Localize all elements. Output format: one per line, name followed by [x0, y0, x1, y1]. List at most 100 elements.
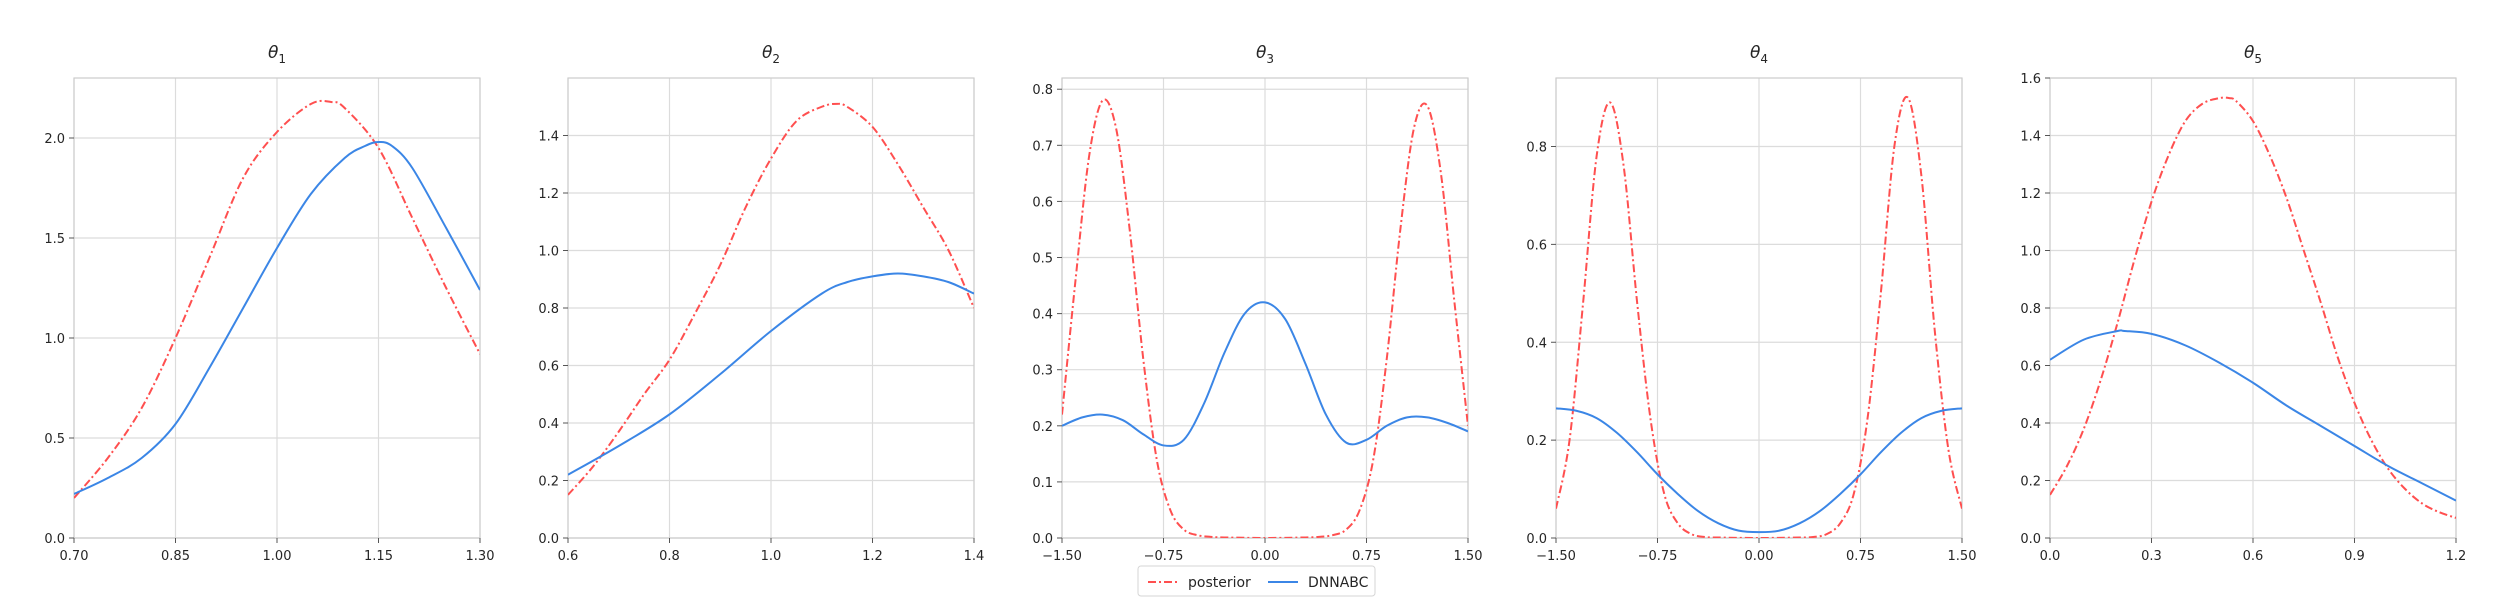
panel-2: 0.6 0.8 1.0 1.2 1.4 0.0 0.2 0.4 0.6 0.8 1.0 1.2 1.4 θ… [538, 43, 984, 564]
x-tick-label: 0.6 [2243, 549, 2264, 564]
y-tick-label: 0.0 [1526, 532, 1547, 547]
y-tick-label: 0.3 [1032, 364, 1053, 379]
x-tick-label: 0.6 [558, 549, 579, 564]
series-line-posterior [74, 99, 480, 499]
x-tick-label: 0.9 [2344, 549, 2365, 564]
x-tick-label: 0.00 [1745, 549, 1774, 564]
x-tick-label: 0.85 [161, 549, 190, 564]
y-tick-label: 0.0 [2020, 532, 2041, 547]
series-line-dnnabc [568, 272, 974, 476]
x-tick-label: 1.0 [761, 549, 782, 564]
y-tick-label: 0.4 [1032, 308, 1053, 323]
series-line-dnnabc [74, 140, 480, 495]
legend-label-posterior: posterior [1188, 575, 1251, 591]
x-tick-label: −0.75 [1638, 549, 1678, 564]
y-tick-label: 0.0 [538, 532, 559, 547]
y-tick-label: 0.4 [1526, 336, 1547, 351]
y-tick-label: 0.2 [1526, 434, 1547, 449]
series-line-posterior [568, 102, 974, 496]
panel-title-subscript: 1 [278, 52, 286, 66]
panel-title-subscript: 5 [2254, 52, 2262, 66]
y-tick-label: 0.8 [538, 302, 559, 317]
panel-title: θ5 [2244, 43, 2262, 66]
x-tick-label: 1.4 [964, 549, 985, 564]
panel-title-symbol: θ [762, 43, 773, 63]
y-tick-label: 0.6 [1032, 195, 1053, 210]
x-tick-label: 0.3 [2141, 549, 2162, 564]
x-tick-label: 0.0 [2040, 549, 2061, 564]
panel-title-symbol: θ [1256, 43, 1267, 63]
x-tick-label: −0.75 [1144, 549, 1184, 564]
grid [73, 78, 481, 539]
y-tick-label: 1.4 [538, 130, 559, 145]
panel-1: 0.70 0.85 1.00 1.15 1.30 0.0 0.5 1.0 1.5 2.0 θ1 [44, 43, 494, 564]
y-tick-label: 1.6 [2020, 72, 2041, 87]
x-tick-label: 1.30 [466, 549, 495, 564]
y-tick-label: 0.8 [1526, 141, 1547, 156]
y-tick-label: 0.5 [1032, 252, 1053, 267]
y-tick-label: 1.5 [44, 232, 65, 247]
panel-3: −1.50 −0.75 0.00 0.75 1.50 0.0 0.1 0.2 0.3 0.4 0.5… [1032, 43, 1482, 564]
panel-title-symbol: θ [2244, 43, 2255, 63]
x-tick-label: −1.50 [1536, 549, 1576, 564]
series-line-dnnabc [2050, 329, 2456, 502]
panel-title: θ3 [1256, 43, 1274, 66]
panel-title-symbol: θ [268, 43, 279, 63]
legend-frame [1137, 565, 1376, 597]
x-tick-label: 0.75 [1352, 549, 1381, 564]
panels: 0.70 0.85 1.00 1.15 1.300.00.51.01.52.0θ10.6… [44, 43, 2466, 564]
legend: posterior DNNABC [1137, 565, 1376, 597]
x-tick-label: 0.00 [1251, 549, 1280, 564]
y-tick-label: 1.0 [2020, 245, 2041, 260]
y-tick-label: 1.2 [2020, 187, 2041, 202]
series-line-posterior [1556, 95, 1962, 538]
grid [1555, 78, 1963, 539]
y-tick-label: 0.0 [1032, 532, 1053, 547]
series-line-dnnabc [1062, 301, 1468, 447]
panel-4: −1.50 −0.75 0.00 0.75 1.50 0.0 0.2 0.4 0.6 0.8 θ4 [1526, 43, 1976, 564]
x-tick-label: 1.50 [1948, 549, 1977, 564]
y-tick-label: 1.4 [2020, 130, 2041, 145]
legend-label-dnnabc: DNNABC [1308, 575, 1369, 591]
y-tick-label: 0.2 [1032, 420, 1053, 435]
x-tick-label: −1.50 [1042, 549, 1082, 564]
y-tick-label: 0.5 [44, 432, 65, 447]
y-tick-label: 0.7 [1032, 139, 1053, 154]
x-tick-label: 1.50 [1454, 549, 1483, 564]
panel-title: θ2 [762, 43, 780, 66]
panel-title: θ1 [268, 43, 286, 66]
y-tick-label: 0.4 [2020, 417, 2041, 432]
y-tick-label: 0.8 [2020, 302, 2041, 317]
x-tick-label: 1.00 [263, 549, 292, 564]
y-tick-label: 0.2 [538, 475, 559, 490]
grid [1061, 78, 1469, 539]
grid [567, 78, 975, 539]
y-tick-label: 0.8 [1032, 83, 1053, 98]
y-tick-label: 0.4 [538, 417, 559, 432]
panel-title-subscript: 2 [772, 52, 780, 66]
panel-5: 0.0 0.3 0.6 0.9 1.2 0.0 0.2 0.4 0.6 0.8 1.0 1.2 1.4 1… [2020, 43, 2466, 564]
x-tick-label: 1.2 [862, 549, 883, 564]
y-tick-label: 0.1 [1032, 476, 1053, 491]
y-tick-label: 0.6 [2020, 360, 2041, 375]
y-tick-label: 0.6 [538, 360, 559, 375]
series-line-posterior [2050, 96, 2456, 519]
series-line-posterior [1062, 98, 1468, 538]
y-tick-label: 0.2 [2020, 475, 2041, 490]
y-tick-label: 2.0 [44, 132, 65, 147]
panel-title-subscript: 4 [1760, 52, 1768, 66]
y-tick-label: 0.0 [44, 532, 65, 547]
x-tick-label: 1.15 [364, 549, 393, 564]
x-tick-label: 0.75 [1846, 549, 1875, 564]
panel-title: θ4 [1750, 43, 1768, 66]
series-line-dnnabc [1556, 407, 1962, 534]
panel-title-symbol: θ [1750, 43, 1761, 63]
x-tick-label: 0.70 [60, 549, 89, 564]
x-tick-label: 0.8 [659, 549, 680, 564]
panel-title-subscript: 3 [1266, 52, 1274, 66]
y-tick-label: 1.0 [538, 245, 559, 260]
y-tick-label: 1.2 [538, 187, 559, 202]
x-tick-label: 1.2 [2446, 549, 2467, 564]
y-tick-label: 1.0 [44, 332, 65, 347]
